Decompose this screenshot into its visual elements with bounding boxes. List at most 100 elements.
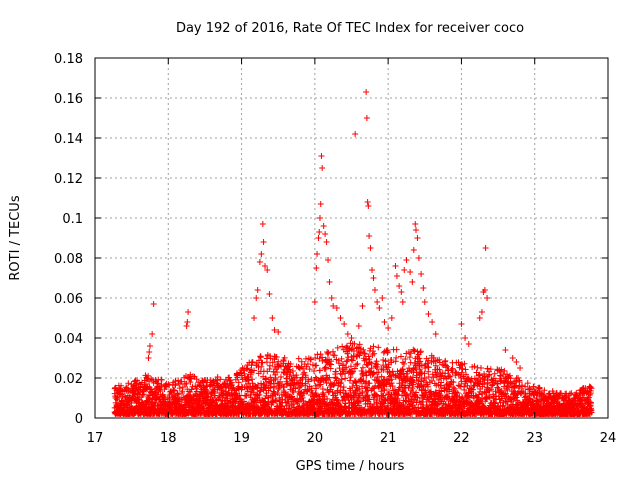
data-point <box>394 395 401 402</box>
data-point <box>413 372 420 379</box>
data-point <box>211 390 218 397</box>
data-point <box>444 393 451 400</box>
data-point <box>304 360 311 367</box>
data-point <box>330 381 337 388</box>
data-point <box>491 370 498 377</box>
data-point <box>179 388 186 395</box>
data-point <box>351 365 358 372</box>
y-tick-label: 0.16 <box>54 92 83 107</box>
data-point <box>392 389 399 396</box>
data-point <box>184 319 191 325</box>
data-point <box>463 371 470 378</box>
data-point <box>425 364 432 371</box>
data-point <box>401 267 408 273</box>
data-point <box>306 366 313 373</box>
data-point <box>411 347 418 354</box>
data-point <box>266 291 273 297</box>
data-point <box>210 398 217 405</box>
data-point <box>140 391 147 398</box>
data-point <box>382 358 389 365</box>
data-point <box>370 343 377 350</box>
data-point <box>420 285 427 291</box>
data-point <box>158 376 165 383</box>
data-point <box>374 364 381 371</box>
data-point <box>364 392 371 399</box>
data-point <box>328 295 335 301</box>
data-point <box>367 245 374 251</box>
data-point <box>359 364 366 371</box>
data-point <box>174 391 181 398</box>
data-point <box>417 368 424 375</box>
data-point <box>243 365 250 372</box>
data-point <box>356 352 363 359</box>
data-point <box>567 398 574 405</box>
data-point <box>432 396 439 403</box>
data-point <box>417 349 424 356</box>
y-tick-label: 0 <box>75 412 83 427</box>
data-point <box>351 340 358 347</box>
data-point <box>424 360 431 367</box>
data-point <box>484 380 491 387</box>
data-point <box>262 263 269 269</box>
data-point <box>324 350 331 357</box>
data-point <box>340 384 347 391</box>
data-point <box>522 383 529 390</box>
data-point <box>263 359 270 366</box>
data-point <box>175 395 182 402</box>
data-point <box>318 153 325 159</box>
data-point <box>458 321 465 327</box>
data-point <box>343 358 350 365</box>
data-point <box>301 369 308 376</box>
data-point <box>236 392 243 399</box>
data-point <box>342 400 349 407</box>
data-point <box>299 394 306 401</box>
data-point <box>447 373 454 380</box>
data-point <box>257 388 264 395</box>
data-point <box>389 383 396 390</box>
data-point <box>325 349 332 356</box>
data-point <box>417 358 424 365</box>
data-point <box>412 227 419 233</box>
data-point <box>258 251 265 257</box>
data-point <box>294 395 301 402</box>
data-point <box>513 359 520 365</box>
data-point <box>241 370 248 377</box>
data-point <box>341 321 348 327</box>
data-point <box>393 354 400 361</box>
data-point <box>146 343 153 349</box>
data-point <box>436 366 443 373</box>
data-point <box>385 325 392 331</box>
data-point <box>502 390 509 397</box>
data-point <box>380 400 387 407</box>
data-point <box>385 364 392 371</box>
data-point <box>272 374 279 381</box>
data-point <box>128 399 135 406</box>
data-point <box>513 394 520 401</box>
data-point <box>507 375 514 382</box>
data-point <box>332 368 339 375</box>
data-point <box>418 271 425 277</box>
data-point <box>295 355 302 362</box>
data-point <box>172 378 179 385</box>
data-point <box>540 391 547 398</box>
data-point <box>473 376 480 383</box>
data-point <box>587 400 594 407</box>
data-point <box>316 229 323 235</box>
data-point <box>384 402 391 409</box>
data-point <box>322 231 329 237</box>
data-point <box>442 362 449 369</box>
data-point <box>314 251 321 257</box>
data-point <box>519 382 526 389</box>
data-point <box>357 376 364 383</box>
data-point <box>585 394 592 401</box>
data-point <box>139 392 146 399</box>
data-point <box>313 385 320 392</box>
plot-frame <box>94 57 609 419</box>
data-point <box>388 392 395 399</box>
data-point <box>370 275 377 281</box>
data-point <box>292 385 299 392</box>
data-point <box>334 344 341 351</box>
data-point <box>381 319 388 325</box>
data-point <box>243 392 250 399</box>
data-point <box>264 267 271 273</box>
